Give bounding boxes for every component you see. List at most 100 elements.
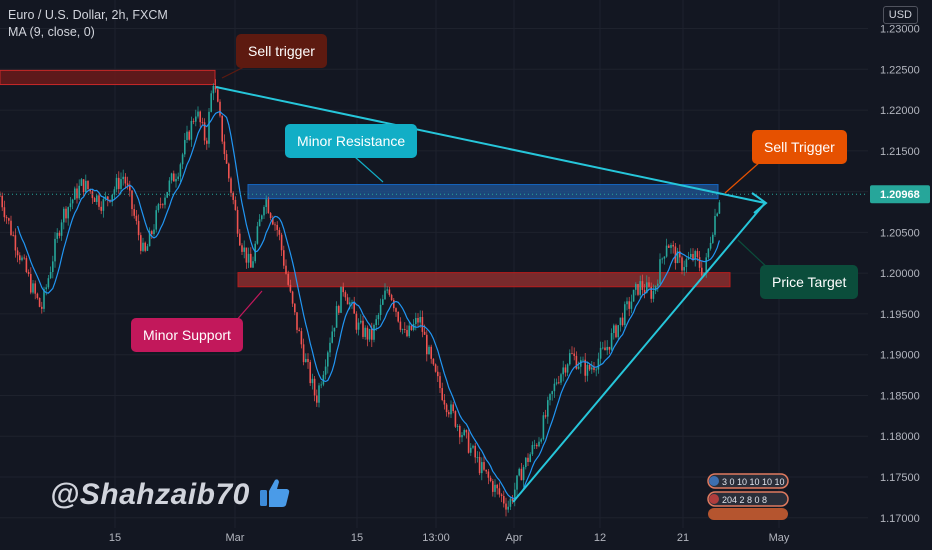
candle-body xyxy=(448,412,450,415)
candle-body xyxy=(366,327,369,340)
candle-body xyxy=(707,248,710,258)
candle-body xyxy=(454,411,457,427)
candle-body xyxy=(630,301,633,309)
candle-body xyxy=(560,374,562,383)
candle-body xyxy=(423,331,426,335)
author-watermark: @Shahzaib70 xyxy=(50,478,250,511)
candle-body xyxy=(41,306,43,309)
candle-body xyxy=(65,208,67,219)
candle-body xyxy=(115,177,118,190)
candle-body xyxy=(498,488,501,495)
candle-body xyxy=(49,272,52,279)
candle-body xyxy=(333,327,336,332)
candle-body xyxy=(47,278,50,288)
candle-body xyxy=(641,281,644,290)
price-tick-label: 1.17000 xyxy=(880,513,920,525)
candle-body xyxy=(705,257,707,273)
callout-minor-resistance: Minor Resistance xyxy=(285,124,418,158)
candle-body xyxy=(329,342,331,353)
candle-body xyxy=(74,188,76,200)
candle-body xyxy=(364,327,366,337)
candle-body xyxy=(305,358,307,363)
candle-body xyxy=(98,195,100,207)
minor-resistance-zone xyxy=(247,184,719,200)
candle-body xyxy=(346,297,349,305)
candle-body xyxy=(300,331,303,345)
price-axis[interactable]: 1.230001.225001.220001.215001.210001.205… xyxy=(868,0,932,550)
candle-body xyxy=(252,261,254,268)
candle-body xyxy=(670,244,672,248)
candle-body xyxy=(269,213,272,219)
price-tick-label: 1.17500 xyxy=(880,472,920,484)
candle-body xyxy=(624,304,626,326)
candle-body xyxy=(320,384,322,386)
candle-body xyxy=(619,317,622,326)
candle-body xyxy=(529,454,531,462)
candle-body xyxy=(148,231,151,247)
candle-body xyxy=(289,284,292,292)
candle-body xyxy=(485,469,487,472)
candle-body xyxy=(606,346,608,351)
candle-body xyxy=(208,111,210,144)
candle-body xyxy=(582,359,584,361)
candle-body xyxy=(588,364,591,370)
candle-body xyxy=(566,364,569,373)
time-tick-label: 21 xyxy=(677,532,689,544)
candle-body xyxy=(188,131,190,140)
candle-body xyxy=(124,176,127,184)
candle-body xyxy=(199,111,201,123)
chart-legend: Euro / U.S. Dollar, 2h, FXCM MA (9, clos… xyxy=(8,7,168,41)
candle-body xyxy=(701,267,703,276)
candle-body xyxy=(87,180,89,190)
candle-body xyxy=(316,395,318,403)
candle-body xyxy=(5,217,8,219)
candle-body xyxy=(324,366,327,375)
candle-body xyxy=(25,258,28,272)
candle-body xyxy=(608,346,611,350)
candle-body xyxy=(1,195,3,208)
candle-body xyxy=(395,308,397,312)
candle-body xyxy=(342,286,344,293)
candle-body xyxy=(615,325,617,338)
currency-button[interactable]: USD xyxy=(882,6,918,24)
minor-support-zone xyxy=(237,272,731,288)
candle-body xyxy=(104,196,107,200)
candle-body xyxy=(225,154,228,164)
time-tick-label: 13:00 xyxy=(422,532,450,544)
candle-body xyxy=(19,255,21,261)
candle-body xyxy=(190,120,193,140)
candle-body xyxy=(197,111,199,117)
candle-body xyxy=(340,286,342,313)
candle-body xyxy=(637,284,639,295)
candle-body xyxy=(635,284,637,290)
candle-body xyxy=(283,250,285,266)
time-axis[interactable]: 15 Mar 15 13:00 Apr 12 21 May xyxy=(109,532,790,544)
candle-body xyxy=(632,289,635,302)
candle-body xyxy=(82,179,85,193)
candle-body xyxy=(261,215,263,220)
candle-body xyxy=(575,355,578,369)
candle-body xyxy=(129,185,131,191)
candle-body xyxy=(417,317,419,323)
candle-body xyxy=(536,444,538,447)
time-tick-label: 15 xyxy=(109,532,121,544)
time-tick-label: 12 xyxy=(594,532,606,544)
candle-body xyxy=(335,306,338,328)
candle-body xyxy=(692,253,694,260)
candle-body xyxy=(302,344,305,363)
candle-body xyxy=(595,369,597,371)
candle-body xyxy=(698,257,701,268)
candle-body xyxy=(668,245,670,248)
candle-body xyxy=(78,185,80,199)
sell-trigger-zone xyxy=(0,69,216,86)
candle-body xyxy=(621,317,624,326)
moving-average-line xyxy=(17,110,720,500)
candle-body xyxy=(265,199,267,208)
candle-body xyxy=(415,317,417,324)
candle-body xyxy=(137,220,140,236)
candle-body xyxy=(373,324,375,340)
candle-body xyxy=(168,180,171,193)
candle-body xyxy=(470,447,472,453)
candle-body xyxy=(27,271,30,275)
